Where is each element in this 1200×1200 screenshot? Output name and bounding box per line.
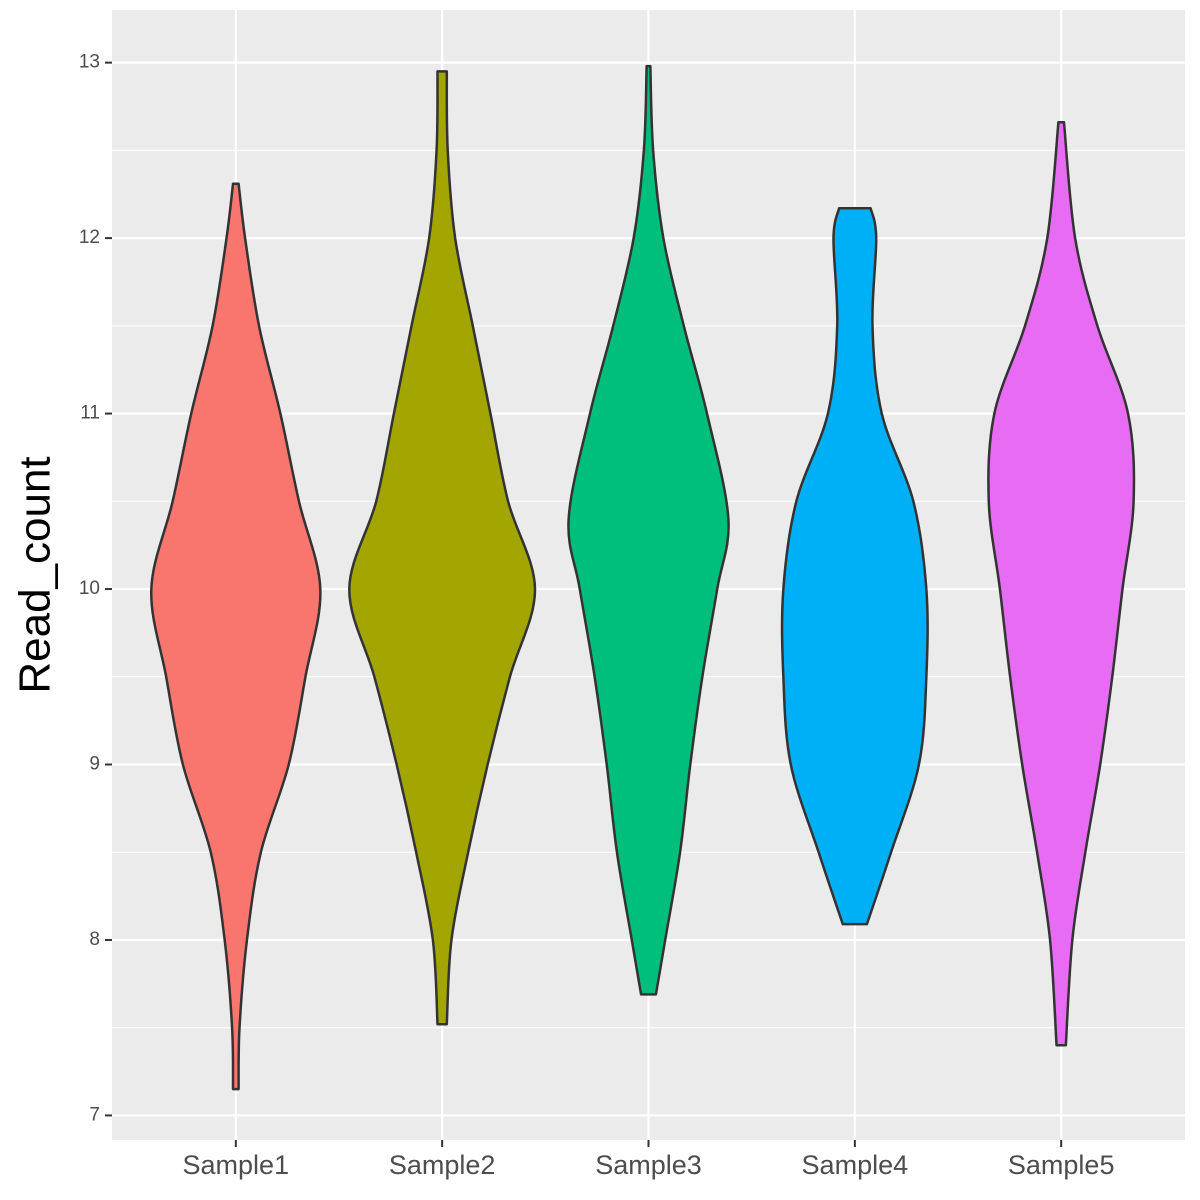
x-tick-label: Sample2 xyxy=(389,1150,496,1180)
violin xyxy=(987,121,1136,1047)
x-tick-label: Sample1 xyxy=(183,1150,290,1180)
violin xyxy=(348,70,537,1026)
y-axis-title: Read_count xyxy=(11,456,60,693)
violin xyxy=(780,207,929,926)
y-tick-label: 13 xyxy=(79,52,100,73)
y-tick-label: 12 xyxy=(79,227,100,248)
y-tick-label: 11 xyxy=(80,403,100,424)
violin xyxy=(567,64,730,996)
y-tick-label: 8 xyxy=(89,929,100,950)
x-tick-label: Sample3 xyxy=(595,1150,702,1180)
y-tick-label: 10 xyxy=(79,578,100,599)
x-tick-label: Sample4 xyxy=(802,1150,909,1180)
y-tick-label: 7 xyxy=(89,1104,100,1125)
x-tick-label: Sample5 xyxy=(1008,1150,1115,1180)
violin xyxy=(150,182,322,1091)
y-tick-label: 9 xyxy=(89,754,100,775)
